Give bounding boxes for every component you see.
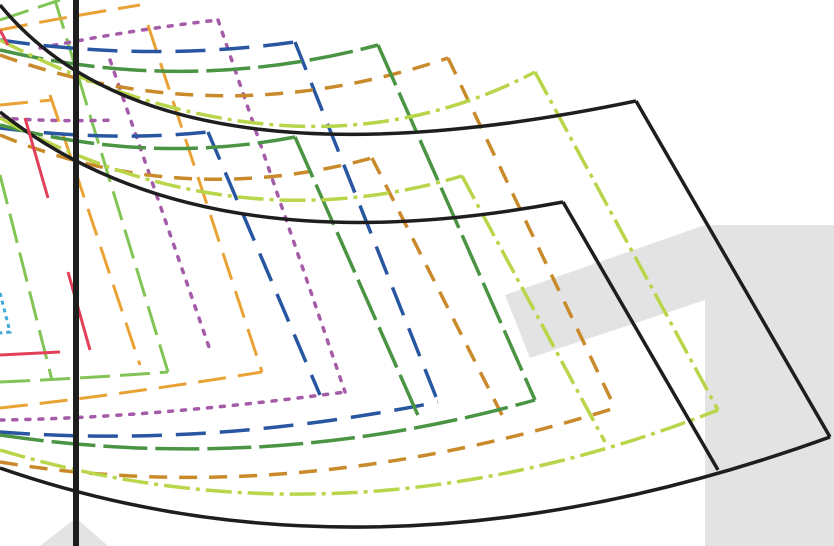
light-green-frame-right-edge: [53, 0, 170, 373]
light-green-frame-bottom: [0, 370, 169, 384]
orange-stroke-top-left: [0, 3, 141, 32]
light-green-frame-inner-edge: [0, 174, 54, 381]
inner-arc-top: [0, 110, 564, 225]
red-stroke-top: [0, 29, 10, 46]
purple-frame-top: [38, 18, 220, 50]
orange-stroke-diagonal-1: [146, 24, 264, 373]
red-stroke-diagonal-1: [23, 117, 50, 199]
lime-frames: [0, 38, 720, 496]
blue-frame-top: [0, 38, 296, 54]
orange-frame-outer-top: [0, 53, 449, 98]
lime-frame-inner-top: [0, 116, 463, 203]
lime-frame-outer-right-edge: [533, 71, 720, 411]
inner-arc-right-edge: [561, 201, 720, 471]
lime-frame-outer-top: [0, 38, 536, 129]
purple-frame-right-edge: [216, 18, 347, 394]
green-frame-outer-top: [0, 43, 379, 74]
green-frame-outer-bottom: [0, 398, 536, 451]
backdrop-gray-l-shape: [505, 225, 834, 546]
orange-stroke-mid: [0, 98, 53, 107]
purple-frame-mid: [0, 116, 117, 123]
lime-frame-inner-right-edge: [460, 175, 607, 443]
lime-frame-outer-bottom: [0, 408, 719, 496]
orange-strokes: [0, 3, 264, 410]
green-frame-inner-top: [0, 123, 296, 151]
purple-frame-bottom: [0, 390, 347, 422]
blue-frame-bottom: [0, 400, 439, 438]
purple-frame: [0, 18, 347, 422]
orange-frame-outer-right-edge: [446, 57, 617, 409]
orange-dashed-frames: [0, 53, 617, 480]
black-arc-bands: [0, 3, 832, 529]
purple-frame-inner-edge: [108, 58, 212, 352]
cyan-mark: [0, 292, 12, 335]
outer-arc-right-edge: [634, 100, 832, 438]
orange-stroke-bottom: [0, 370, 263, 410]
blue-frame-inner-edge: [206, 131, 322, 396]
cyan-mark-bracket: [0, 292, 12, 335]
green-frame-outer-right-edge: [376, 44, 537, 401]
backdrop: [40, 225, 834, 546]
outer-arc-bottom: [0, 435, 831, 529]
orange-frame-inner-right-edge: [370, 157, 504, 416]
orange-frame-inner-top: [0, 133, 373, 182]
outer-arc-top: [0, 3, 637, 137]
red-stroke-horizontal: [0, 350, 61, 357]
